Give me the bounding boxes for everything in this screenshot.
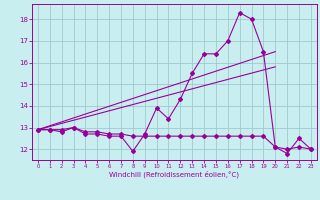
X-axis label: Windchill (Refroidissement éolien,°C): Windchill (Refroidissement éolien,°C) [109, 171, 239, 178]
